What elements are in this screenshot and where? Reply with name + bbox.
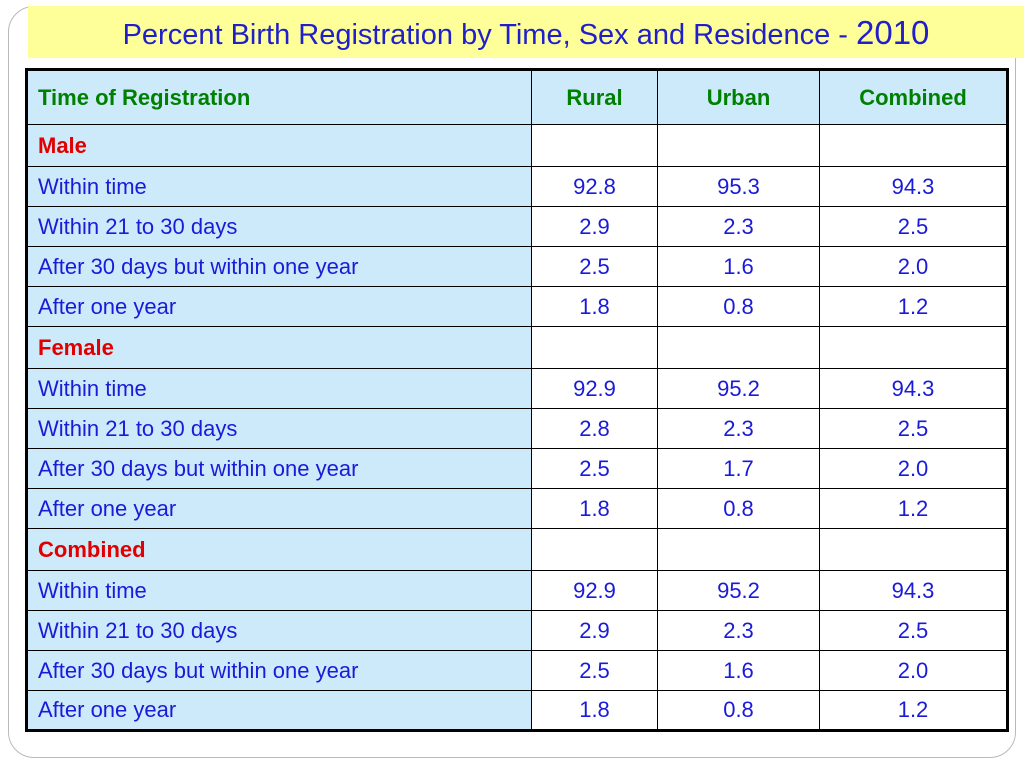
header-urban: Urban [657, 69, 820, 125]
registration-table: Time of Registration Rural Urban Combine… [25, 68, 1009, 732]
page-title: Percent Birth Registration by Time, Sex … [123, 14, 930, 52]
cell-rural: 92.8 [531, 166, 658, 207]
row-label: After one year [26, 690, 532, 731]
cell-combined: 94.3 [819, 368, 1008, 409]
table-row: Within 21 to 30 days 2.8 2.3 2.5 [26, 408, 1008, 449]
cell-rural: 92.9 [531, 368, 658, 409]
cell-urban: 1.6 [657, 246, 820, 287]
cell-combined: 1.2 [819, 488, 1008, 529]
cell-rural: 2.5 [531, 246, 658, 287]
row-label: After 30 days but within one year [26, 448, 532, 489]
title-year: 2010 [855, 14, 930, 51]
cell-urban: 95.3 [657, 166, 820, 207]
cell-rural: 92.9 [531, 570, 658, 611]
table-row: After one year 1.8 0.8 1.2 [26, 488, 1008, 529]
table-row: After one year 1.8 0.8 1.2 [26, 286, 1008, 327]
table-row: Within 21 to 30 days 2.9 2.3 2.5 [26, 206, 1008, 247]
cell-combined: 2.5 [819, 408, 1008, 449]
cell-combined: 2.5 [819, 610, 1008, 651]
cell-rural: 1.8 [531, 690, 658, 731]
table-row: After 30 days but within one year 2.5 1.7 2… [26, 448, 1008, 489]
group-empty-cell [819, 124, 1008, 167]
cell-combined: 2.0 [819, 448, 1008, 489]
cell-rural: 2.9 [531, 206, 658, 247]
row-label: Within 21 to 30 days [26, 206, 532, 247]
group-empty-cell [531, 528, 658, 571]
group-empty-cell [531, 124, 658, 167]
table-row: Within time 92.9 95.2 94.3 [26, 570, 1008, 611]
cell-urban: 1.6 [657, 650, 820, 691]
row-label: Within 21 to 30 days [26, 408, 532, 449]
group-row-male: Male [26, 124, 1008, 167]
group-row-combined: Combined [26, 528, 1008, 571]
cell-urban: 0.8 [657, 488, 820, 529]
cell-rural: 2.5 [531, 650, 658, 691]
table-row: Within time 92.8 95.3 94.3 [26, 166, 1008, 207]
group-empty-cell [657, 124, 820, 167]
cell-combined: 1.2 [819, 286, 1008, 327]
cell-urban: 95.2 [657, 570, 820, 611]
header-combined: Combined [819, 69, 1008, 125]
row-label: After 30 days but within one year [26, 650, 532, 691]
group-empty-cell [657, 528, 820, 571]
cell-rural: 1.8 [531, 286, 658, 327]
table-body: Time of Registration Rural Urban Combine… [26, 69, 1008, 731]
cell-combined: 2.0 [819, 650, 1008, 691]
cell-rural: 2.9 [531, 610, 658, 651]
cell-urban: 2.3 [657, 610, 820, 651]
group-label: Combined [26, 528, 532, 571]
group-label: Male [26, 124, 532, 167]
cell-combined: 2.0 [819, 246, 1008, 287]
table-row: After one year 1.8 0.8 1.2 [26, 690, 1008, 731]
cell-combined: 94.3 [819, 570, 1008, 611]
group-empty-cell [819, 326, 1008, 369]
cell-combined: 2.5 [819, 206, 1008, 247]
cell-combined: 94.3 [819, 166, 1008, 207]
table-row: Within time 92.9 95.2 94.3 [26, 368, 1008, 409]
row-label: Within time [26, 166, 532, 207]
cell-combined: 1.2 [819, 690, 1008, 731]
row-label: Within 21 to 30 days [26, 610, 532, 651]
table-row: After 30 days but within one year 2.5 1.6 2… [26, 650, 1008, 691]
group-empty-cell [819, 528, 1008, 571]
table-header-row: Time of Registration Rural Urban Combine… [26, 69, 1008, 125]
cell-rural: 2.5 [531, 448, 658, 489]
title-bar: Percent Birth Registration by Time, Sex … [28, 6, 1024, 58]
row-label: Within time [26, 368, 532, 409]
row-label: After one year [26, 286, 532, 327]
group-row-female: Female [26, 326, 1008, 369]
group-empty-cell [657, 326, 820, 369]
header-time-of-registration: Time of Registration [26, 69, 532, 125]
cell-urban: 2.3 [657, 408, 820, 449]
row-label: After one year [26, 488, 532, 529]
title-text: Percent Birth Registration by Time, Sex … [122, 19, 848, 51]
row-label: After 30 days but within one year [26, 246, 532, 287]
row-label: Within time [26, 570, 532, 611]
cell-urban: 95.2 [657, 368, 820, 409]
header-rural: Rural [531, 69, 658, 125]
cell-urban: 2.3 [657, 206, 820, 247]
group-empty-cell [531, 326, 658, 369]
group-label: Female [26, 326, 532, 369]
cell-urban: 0.8 [657, 690, 820, 731]
cell-rural: 1.8 [531, 488, 658, 529]
cell-rural: 2.8 [531, 408, 658, 449]
table-row: Within 21 to 30 days 2.9 2.3 2.5 [26, 610, 1008, 651]
table-row: After 30 days but within one year 2.5 1.6 2… [26, 246, 1008, 287]
cell-urban: 0.8 [657, 286, 820, 327]
cell-urban: 1.7 [657, 448, 820, 489]
